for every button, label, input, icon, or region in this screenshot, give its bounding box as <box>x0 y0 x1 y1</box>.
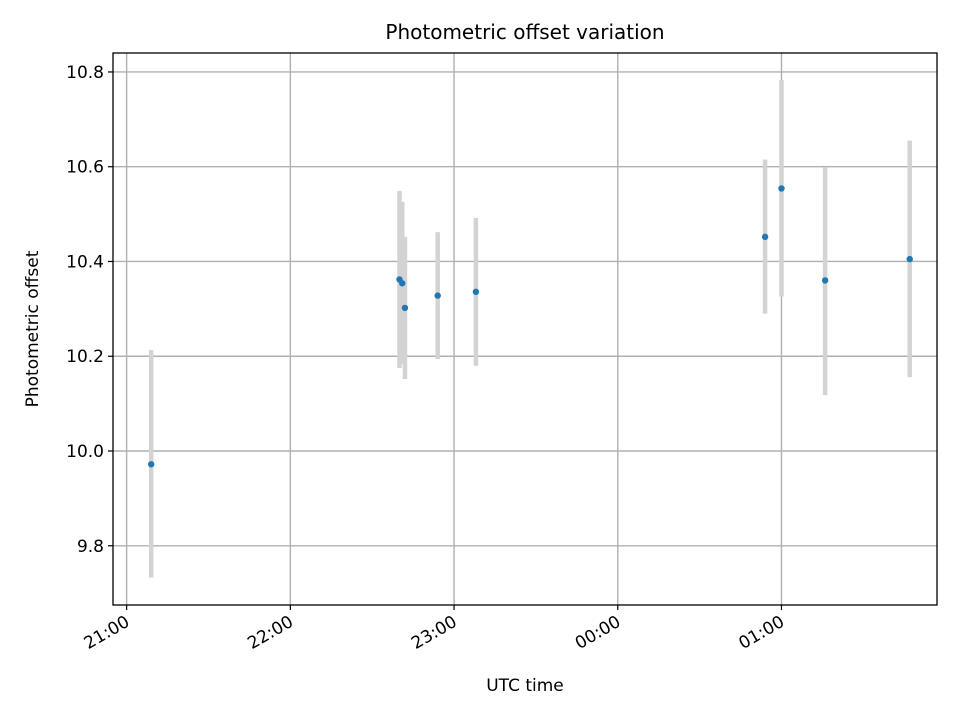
data-points <box>147 185 913 468</box>
data-point <box>761 233 769 241</box>
y-tick-label: 10.8 <box>66 63 104 83</box>
data-point <box>147 461 155 468</box>
y-tick-label: 9.8 <box>77 537 104 557</box>
data-point <box>472 288 480 296</box>
plot-frame <box>112 52 938 606</box>
y-tick-label: 10.6 <box>66 158 104 178</box>
data-point <box>778 185 785 192</box>
x-axis-label: UTC time <box>486 676 564 696</box>
data-point <box>906 255 913 263</box>
y-tick-label: 10.0 <box>66 442 104 462</box>
y-tick-label: 10.4 <box>66 252 104 272</box>
data-point <box>821 277 829 284</box>
data-point <box>434 292 441 299</box>
y-axis-label: Photometric offset <box>23 250 43 407</box>
y-tick-label: 10.2 <box>66 347 104 367</box>
data-point <box>401 304 409 312</box>
data-point <box>399 280 406 287</box>
chart-title: Photometric offset variation <box>385 20 664 44</box>
